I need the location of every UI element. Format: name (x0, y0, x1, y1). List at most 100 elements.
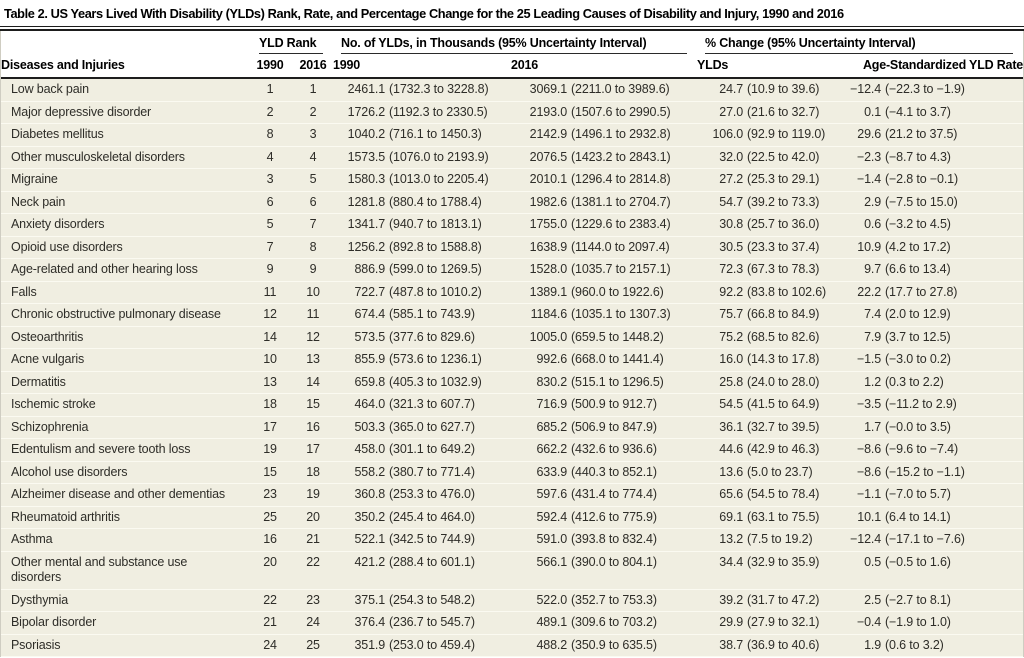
header-row: Diseases and Injuries 1990 2016 1990 201… (1, 54, 1023, 79)
cell-value: 16.0 (719, 352, 744, 366)
table-row: Migraine 3 5 1580.3 (1013.0 to 2205.4) 20… (1, 169, 1024, 192)
cell-value: 886.9 (354, 262, 386, 276)
ylds-2016-cell: 1638.9 (1144.0 to 2097.4) (511, 236, 697, 259)
cell-value: −1.5 (856, 352, 882, 366)
ylds-1990-cell: 659.8 (405.3 to 1032.9) (333, 371, 511, 394)
disease-cell: Ischemic stroke (11, 397, 96, 411)
table-row: Age-related and other hearing loss 9 9 8… (1, 259, 1024, 282)
rank-1990-cell: 20 (263, 554, 277, 569)
cell-uncertainty-interval: (1507.6 to 2990.5) (571, 104, 671, 119)
ylds-2016-cell: 830.2 (515.1 to 1296.5) (511, 371, 697, 394)
table-row: Other mental and substance use disorders… (1, 551, 1024, 589)
pct-change-ylds-cell: 75.2 (68.5 to 82.6) (697, 326, 837, 349)
disease-cell: Neck pain (11, 194, 66, 209)
cell-uncertainty-interval: (−2.8 to −0.1) (885, 172, 958, 186)
cell-uncertainty-interval: (22.5 to 42.0) (747, 149, 820, 164)
header-group-pct-change-label: % Change (95% Uncertainty Interval) (705, 36, 1014, 54)
cell-value: 13.2 (719, 532, 744, 546)
ylds-2016-cell: 2193.0 (1507.6 to 2990.5) (511, 101, 697, 124)
rank-2016-cell: 25 (306, 637, 320, 652)
cell-uncertainty-interval: (7.5 to 19.2) (747, 532, 813, 546)
ylds-1990-cell: 503.3 (365.0 to 627.7) (333, 416, 511, 439)
header-group-no-of-ylds: No. of YLDs, in Thousands (95% Uncertain… (333, 31, 697, 54)
pct-change-age-cell: −1.4 (−2.8 to −0.1) (837, 169, 1023, 192)
title-rule (0, 26, 1024, 31)
cell-value: 488.2 (536, 637, 568, 652)
cell-uncertainty-interval: (2.0 to 12.9) (885, 307, 951, 321)
cell-uncertainty-interval: (1192.3 to 2330.5) (389, 104, 488, 119)
pct-change-ylds-cell: 65.6 (54.5 to 78.4) (697, 484, 837, 507)
ylds-1990-cell: 1580.3 (1013.0 to 2205.4) (333, 169, 511, 192)
cell-uncertainty-interval: (25.3 to 29.1) (747, 172, 820, 186)
cell-value: −1.4 (856, 172, 882, 186)
disease-cell: Dysthymia (11, 592, 68, 607)
ylds-2016-cell: 2142.9 (1496.1 to 2932.8) (511, 124, 697, 147)
cell-uncertainty-interval: (68.5 to 82.6) (747, 329, 820, 344)
cell-uncertainty-interval: (1229.6 to 2383.4) (571, 217, 671, 231)
ylds-1990-cell: 1040.2 (716.1 to 1450.3) (333, 124, 511, 147)
ylds-1990-cell: 886.9 (599.0 to 1269.5) (333, 259, 511, 282)
ylds-1990-cell: 1573.5 (1076.0 to 2193.9) (333, 146, 511, 169)
pct-change-age-cell: −2.3 (−8.7 to 4.3) (837, 146, 1023, 169)
disease-cell: Other musculoskeletal disorders (11, 149, 185, 164)
cell-value: 22.2 (857, 284, 882, 299)
ylds-1990-cell: 360.8 (253.3 to 476.0) (333, 484, 511, 507)
cell-value: 30.8 (719, 217, 744, 231)
cell-uncertainty-interval: (83.8 to 102.6) (747, 284, 827, 299)
table-row: Anxiety disorders 5 7 1341.7 (940.7 to 18… (1, 214, 1024, 237)
cell-value: 0.1 (864, 104, 882, 119)
pct-change-ylds-cell: 13.6 (5.0 to 23.7) (697, 461, 837, 484)
cell-value: −1.1 (856, 487, 882, 501)
cell-value: 0.6 (864, 217, 882, 231)
cell-value: 1580.3 (347, 172, 386, 186)
table-row: Ischemic stroke 18 15 464.0 (321.3 to 607… (1, 394, 1024, 416)
pct-change-age-cell: 2.5 (−2.7 to 8.1) (837, 589, 1023, 612)
cell-uncertainty-interval: (−3.2 to 4.5) (885, 217, 951, 231)
cell-uncertainty-interval: (1035.7 to 2157.1) (571, 262, 671, 276)
cell-uncertainty-interval: (10.9 to 39.6) (747, 82, 820, 96)
rank-2016-cell: 11 (306, 307, 320, 321)
rank-1990-cell: 11 (263, 284, 277, 299)
ylds-1990-cell: 1281.8 (880.4 to 1788.4) (333, 191, 511, 214)
pct-change-ylds-cell: 38.7 (36.9 to 40.6) (697, 634, 837, 657)
cell-uncertainty-interval: (960.0 to 1922.6) (571, 284, 664, 299)
cell-uncertainty-interval: (432.6 to 936.6) (571, 442, 657, 456)
ylds-2016-cell: 633.9 (440.3 to 852.1) (511, 461, 697, 484)
cell-uncertainty-interval: (67.3 to 78.3) (747, 262, 820, 276)
cell-value: 1726.2 (347, 104, 386, 119)
pct-change-age-cell: 29.6 (21.2 to 37.5) (837, 124, 1023, 147)
cell-value: 38.7 (719, 637, 744, 652)
pct-change-age-cell: 0.5 (−0.5 to 1.6) (837, 551, 1023, 589)
cell-uncertainty-interval: (380.7 to 771.4) (389, 464, 475, 479)
cell-value: 375.1 (354, 592, 386, 607)
pct-change-age-cell: 0.6 (−3.2 to 4.5) (837, 214, 1023, 237)
cell-uncertainty-interval: (585.1 to 743.9) (389, 307, 475, 321)
ylds-2016-cell: 2076.5 (1423.2 to 2843.1) (511, 146, 697, 169)
cell-uncertainty-interval: (23.3 to 37.4) (747, 239, 820, 254)
cell-uncertainty-interval: (599.0 to 1269.5) (389, 262, 482, 276)
cell-uncertainty-interval: (−0.5 to 1.6) (885, 554, 951, 569)
disease-cell: Psoriasis (11, 637, 61, 652)
rank-1990-cell: 13 (263, 374, 277, 389)
cell-value: 360.8 (354, 487, 386, 501)
rank-2016-cell: 17 (306, 442, 320, 456)
cell-value: 722.7 (354, 284, 386, 299)
rank-2016-cell: 12 (306, 329, 320, 344)
cell-value: 27.0 (719, 104, 744, 119)
rank-2016-cell: 7 (309, 217, 317, 231)
cell-value: 685.2 (536, 419, 568, 434)
pct-change-ylds-cell: 13.2 (7.5 to 19.2) (697, 529, 837, 552)
cell-value: 2010.1 (529, 172, 568, 186)
cell-uncertainty-interval: (36.9 to 40.6) (747, 637, 820, 652)
cell-uncertainty-interval: (−2.7 to 8.1) (885, 592, 951, 607)
ylds-1990-cell: 376.4 (236.7 to 545.7) (333, 612, 511, 635)
cell-uncertainty-interval: (377.6 to 829.6) (389, 329, 475, 344)
cell-value: 44.6 (719, 442, 744, 456)
cell-value: 27.2 (719, 172, 744, 186)
cell-value: 1.7 (864, 419, 882, 434)
ylds-2016-cell: 2010.1 (1296.4 to 2814.8) (511, 169, 697, 192)
cell-uncertainty-interval: (573.6 to 1236.1) (389, 352, 482, 366)
cell-value: 29.6 (857, 127, 882, 141)
cell-uncertainty-interval: (−11.2 to 2.9) (885, 397, 957, 411)
ylds-1990-cell: 421.2 (288.4 to 601.1) (333, 551, 511, 589)
